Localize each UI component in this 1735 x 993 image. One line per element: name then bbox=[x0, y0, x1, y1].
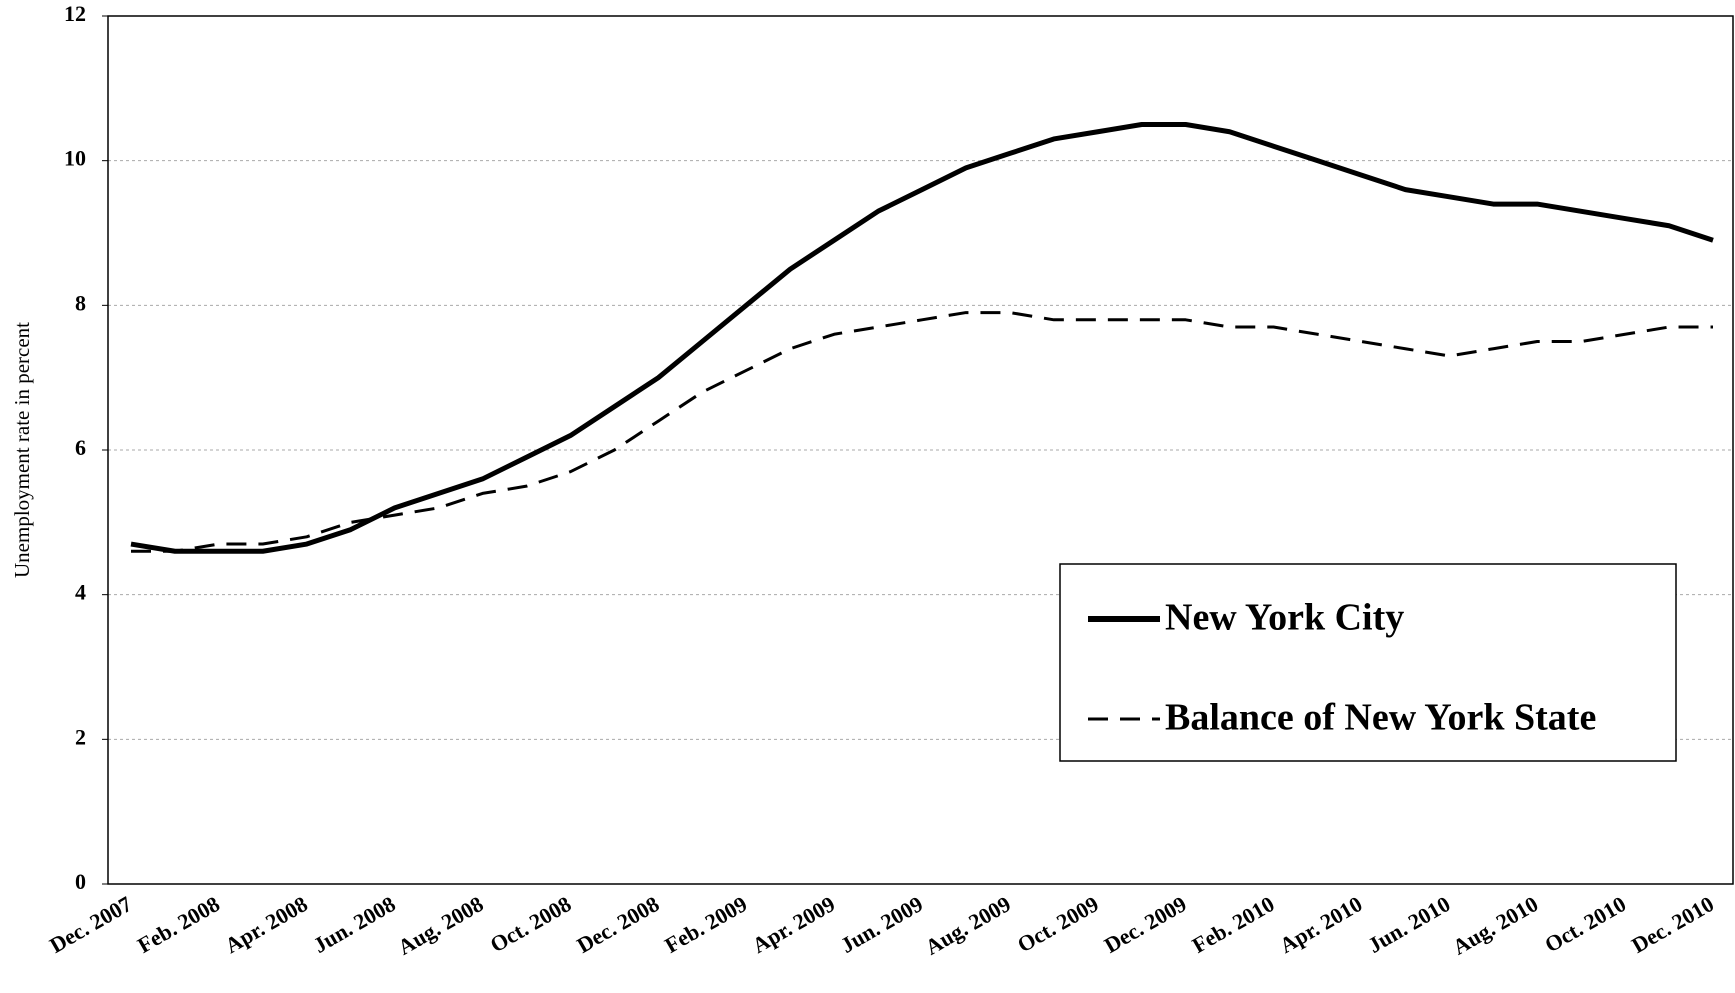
x-tick-label: Apr. 2010 bbox=[1275, 891, 1366, 958]
x-tick-label: Dec. 2010 bbox=[1627, 891, 1718, 958]
x-tick-label: Feb. 2008 bbox=[133, 891, 224, 958]
y-tick-label: 6 bbox=[75, 435, 86, 460]
y-tick-label: 8 bbox=[75, 290, 86, 315]
y-tick-label: 2 bbox=[75, 724, 86, 749]
legend-label: Balance of New York State bbox=[1165, 697, 1596, 739]
series-line bbox=[130, 122, 1714, 554]
series-line bbox=[131, 311, 1713, 553]
x-tick-label: Apr. 2008 bbox=[221, 891, 312, 958]
x-tick-label: Dec. 2009 bbox=[1100, 891, 1191, 958]
legend-box bbox=[1059, 563, 1677, 762]
x-tick-label: Aug. 2010 bbox=[1448, 891, 1542, 960]
x-tick-label: Jun. 2008 bbox=[309, 891, 400, 958]
x-tick-label: Oct. 2009 bbox=[1013, 891, 1103, 957]
x-tick-label: Jun. 2010 bbox=[1363, 891, 1454, 958]
x-tick-label: Jun. 2009 bbox=[836, 891, 927, 958]
x-tick-label: Dec. 2007 bbox=[45, 891, 136, 958]
y-tick-label: 0 bbox=[75, 869, 86, 894]
x-tick-label: Apr. 2009 bbox=[748, 891, 839, 958]
x-tick-label: Oct. 2008 bbox=[486, 891, 576, 957]
legend-label: New York City bbox=[1165, 597, 1404, 639]
x-tick-label: Dec. 2008 bbox=[573, 891, 664, 958]
x-tick-label: Feb. 2009 bbox=[660, 891, 751, 958]
x-tick-label: Oct. 2010 bbox=[1540, 891, 1630, 957]
y-tick-label: 10 bbox=[64, 146, 86, 171]
y-tick-label: 12 bbox=[64, 1, 86, 26]
plot-frame bbox=[107, 15, 1734, 885]
x-tick-label: Aug. 2008 bbox=[394, 891, 488, 960]
y-axis-label: Unemployment rate in percent bbox=[10, 322, 34, 578]
x-tick-label: Feb. 2010 bbox=[1188, 891, 1279, 958]
x-tick-label: Aug. 2009 bbox=[921, 891, 1015, 960]
y-tick-label: 4 bbox=[75, 580, 86, 605]
